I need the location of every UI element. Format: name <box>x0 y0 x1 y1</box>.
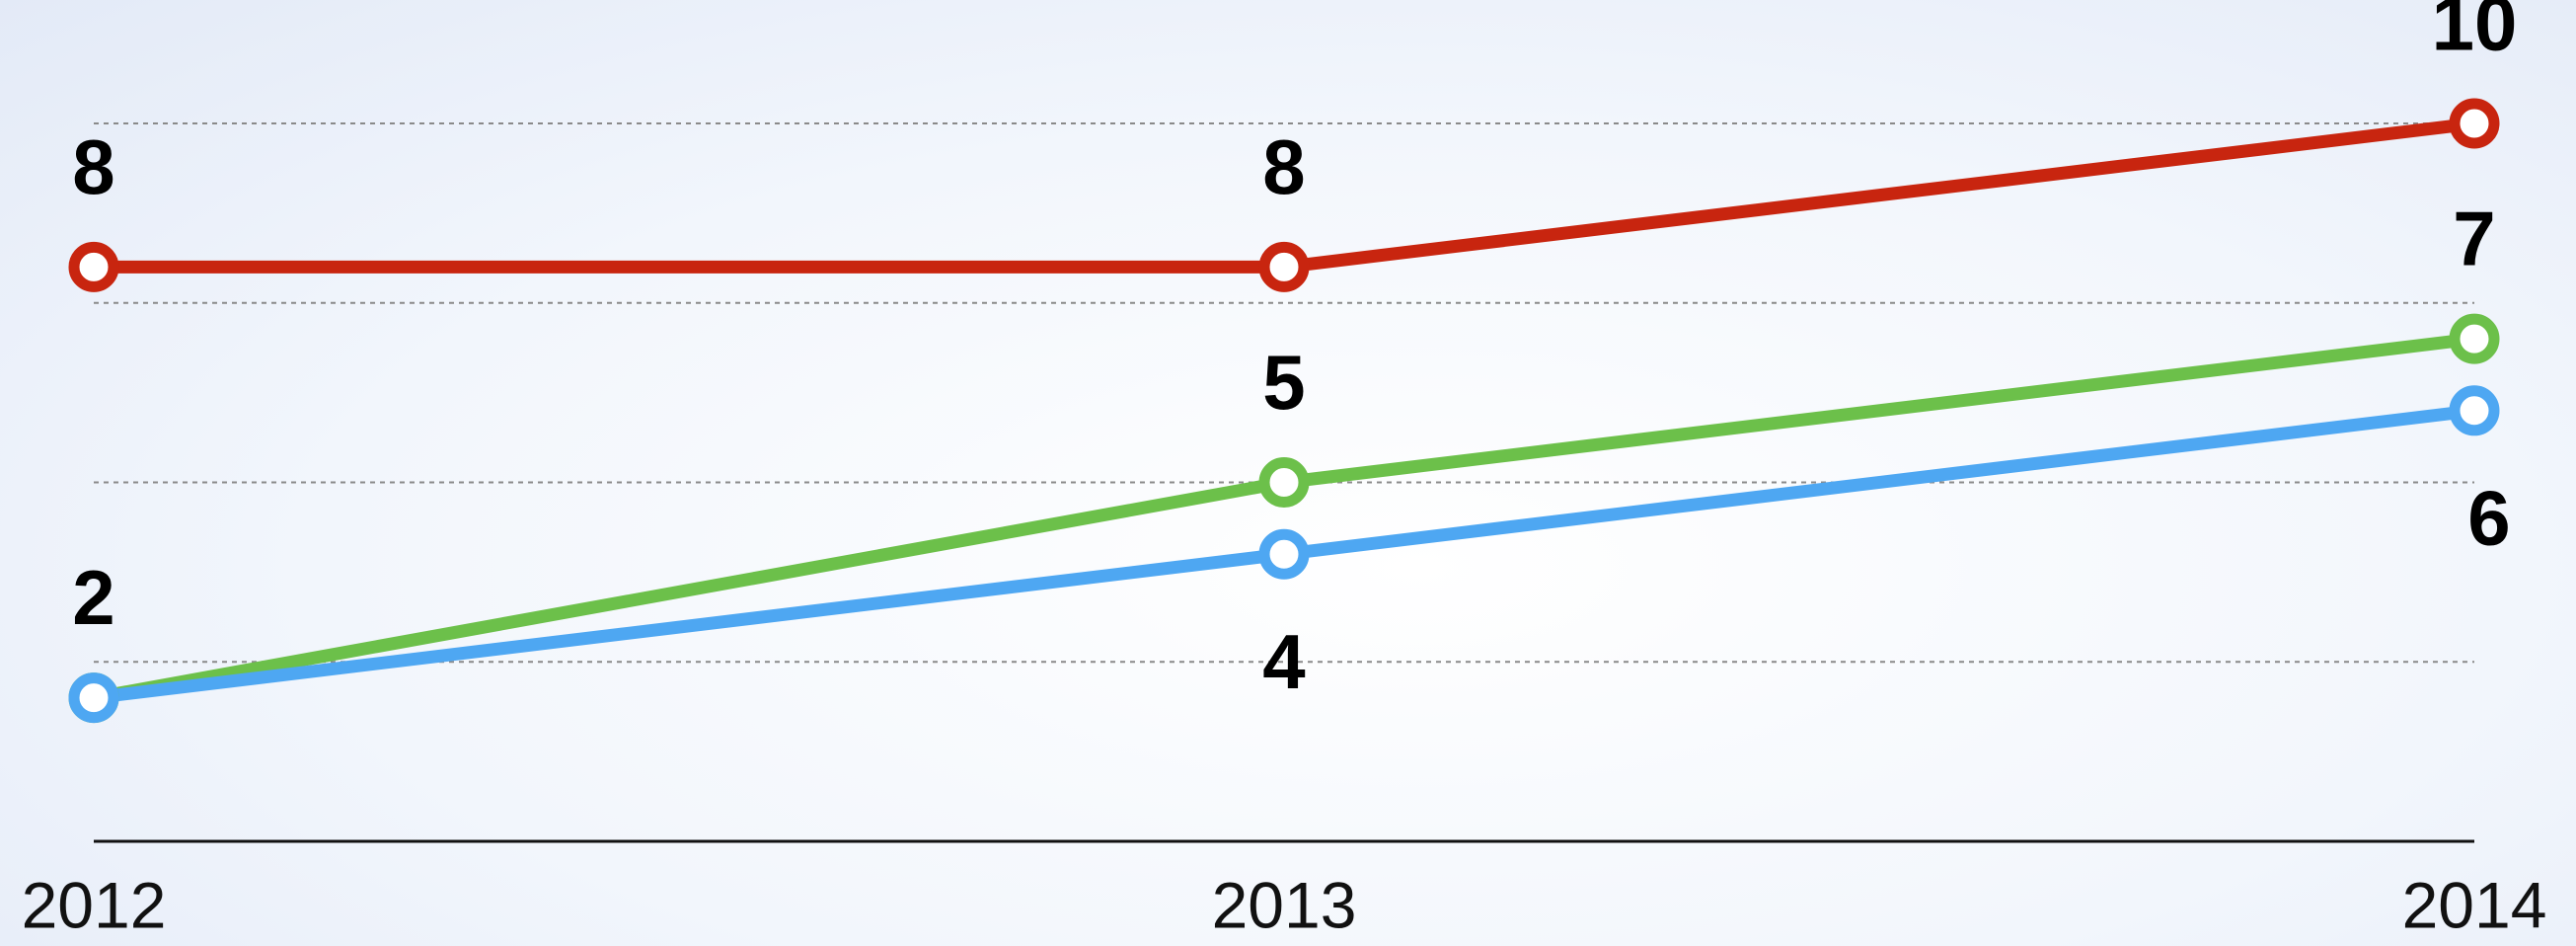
point-marker <box>2449 313 2500 364</box>
point-marker <box>1258 457 1310 508</box>
data-label: 10 <box>2432 0 2518 67</box>
data-label: 8 <box>72 123 114 210</box>
point-marker <box>2449 98 2500 149</box>
data-label: 5 <box>1262 339 1305 426</box>
point-marker <box>1258 528 1310 580</box>
data-label: 7 <box>2453 196 2495 282</box>
x-tick-label: 2013 <box>1212 868 1357 941</box>
data-label: 6 <box>2467 474 2510 561</box>
point-marker <box>68 672 119 724</box>
x-tick-label: 2012 <box>22 868 167 941</box>
data-label: 4 <box>1262 618 1305 705</box>
point-marker <box>1258 241 1310 292</box>
data-label: 8 <box>1262 123 1305 210</box>
point-marker <box>2449 385 2500 436</box>
x-tick-label: 2014 <box>2402 868 2547 941</box>
data-label: 2 <box>72 554 114 641</box>
point-marker <box>68 241 119 292</box>
